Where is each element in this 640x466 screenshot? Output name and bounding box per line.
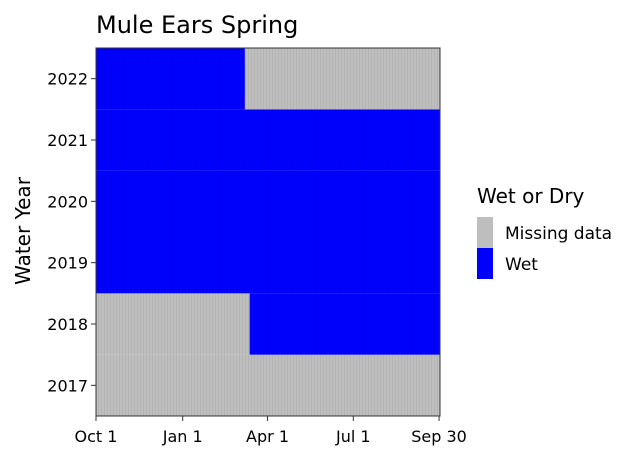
heatmap-cell-texture (96, 354, 440, 416)
legend: Wet or Dry Missing data Wet (477, 184, 612, 279)
legend-swatch-wet (477, 248, 493, 279)
heatmap-cell-texture (96, 109, 440, 171)
chart-title: Mule Ears Spring (96, 11, 298, 39)
y-tick-label: 2019 (47, 254, 88, 273)
y-tick-label: 2020 (47, 192, 88, 211)
heatmap-cell-texture (96, 170, 440, 232)
x-tick-label: Jul 1 (335, 427, 371, 446)
x-axis: Oct 1 Jan 1 Apr 1 Jul 1 Sep 30 (75, 416, 467, 446)
legend-label-missing-data: Missing data (505, 224, 612, 244)
y-tick-label: 2018 (47, 315, 88, 334)
legend-title: Wet or Dry (477, 184, 585, 208)
x-tick-label: Jan 1 (162, 427, 203, 446)
x-tick-label: Sep 30 (411, 427, 467, 446)
heatmap-cell-texture (244, 48, 440, 110)
heatmap-cell-texture (96, 293, 250, 355)
legend-swatch-missing-data (477, 217, 493, 248)
y-axis: 2017 2018 2019 2020 2021 2022 (47, 70, 96, 395)
y-axis-title: Water Year (11, 176, 35, 285)
heatmap-cell-texture (96, 48, 245, 110)
legend-label-wet: Wet (505, 255, 538, 275)
y-tick-label: 2022 (47, 70, 88, 89)
heatmap-cell-texture (96, 232, 440, 294)
plot-area (95, 47, 441, 417)
heatmap-cell-texture (249, 293, 440, 355)
y-tick-label: 2021 (47, 131, 88, 150)
x-tick-label: Apr 1 (246, 427, 289, 446)
x-tick-label: Oct 1 (75, 427, 118, 446)
y-tick-label: 2017 (47, 376, 88, 395)
